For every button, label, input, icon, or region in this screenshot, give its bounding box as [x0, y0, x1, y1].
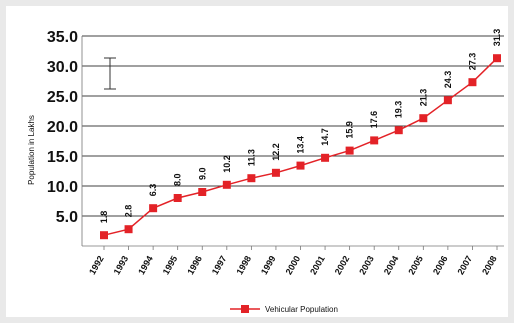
axes [81, 36, 504, 250]
data-point-marker [370, 136, 379, 145]
x-tick-label: 2005 [406, 254, 425, 276]
chart-panel [6, 6, 508, 317]
data-label: 27.3 [467, 53, 477, 71]
y-tick-label: 20.0 [47, 119, 78, 136]
x-tick-label: 1998 [234, 254, 253, 276]
data-label: 6.3 [148, 184, 158, 197]
y-tick-label: 30.0 [47, 59, 78, 76]
data-point-marker [296, 161, 305, 170]
x-tick-label: 2006 [431, 254, 450, 276]
y-tick-label: 15.0 [47, 149, 78, 166]
data-point-marker [149, 204, 158, 213]
data-label: 24.3 [443, 71, 453, 89]
data-label: 15.9 [345, 121, 355, 139]
y-tick-label: 35.0 [47, 29, 78, 46]
data-label: 2.8 [124, 205, 134, 218]
x-tick-label: 1999 [259, 254, 278, 276]
x-tick-label: 2003 [357, 254, 376, 276]
data-label: 31.3 [492, 29, 502, 47]
legend-label: Vehicular Population [265, 305, 338, 314]
data-point-marker [198, 188, 207, 196]
data-label: 12.2 [271, 143, 281, 161]
y-tick-label: 25.0 [47, 89, 78, 106]
y-tick-label: 10.0 [47, 179, 78, 196]
data-point-marker [173, 194, 182, 202]
data-label: 8.0 [173, 173, 183, 186]
data-point-marker [419, 114, 428, 123]
x-tick-label: 2008 [480, 254, 499, 276]
error-bar-symbol [104, 57, 116, 90]
y-tick-labels: 5.0 10.0 15.0 20.0 25.0 30.0 35.0 [47, 29, 78, 226]
data-point-marker [394, 126, 403, 135]
x-tick-label: 1993 [112, 254, 131, 276]
data-labels: 1.8 2.8 6.3 8.0 9.0 10.2 11.3 12.2 13.4 14.7 15.9 1… [99, 29, 502, 224]
data-point-marker [222, 180, 231, 189]
gridlines [82, 35, 504, 217]
data-point-marker [345, 146, 354, 155]
x-tick-label: 2007 [455, 254, 474, 276]
y-tick-label: 5.0 [56, 209, 78, 226]
x-tick-label: 1997 [210, 254, 229, 276]
data-point-marker [443, 96, 452, 105]
data-label: 19.3 [394, 101, 404, 119]
data-label: 14.7 [320, 128, 330, 146]
x-tick-labels: 1992 1993 1994 1995 1996 1997 1998 1999 2000 2001… [87, 254, 499, 276]
data-label: 9.0 [197, 167, 207, 180]
x-tick-label: 2002 [333, 254, 352, 276]
data-point-marker [124, 225, 133, 234]
x-tick-label: 2001 [308, 254, 327, 276]
x-tick-label: 2004 [382, 254, 401, 276]
data-point-marker [271, 168, 280, 177]
data-label: 13.4 [296, 136, 306, 154]
y-axis-label: Population in Lakhs [27, 115, 36, 185]
x-tick-label: 2000 [284, 254, 303, 276]
data-label: 17.6 [369, 111, 379, 129]
data-point-marker [100, 231, 108, 240]
x-tick-label: 1995 [161, 254, 180, 276]
data-point-marker [321, 153, 330, 162]
data-point-marker [493, 54, 501, 63]
legend-marker-swatch [241, 305, 249, 313]
x-tick-label: 1996 [185, 254, 204, 276]
legend: Vehicular Population [230, 305, 338, 314]
x-tick-label: 1992 [87, 254, 106, 276]
data-point-marker [468, 78, 477, 87]
series-vehicular-population [100, 54, 501, 240]
data-point-marker [247, 174, 256, 183]
data-label: 10.2 [222, 155, 232, 173]
data-label: 21.3 [418, 89, 428, 107]
data-label: 11.3 [246, 149, 256, 166]
x-tick-label: 1994 [136, 254, 155, 276]
data-label: 1.8 [99, 211, 109, 224]
